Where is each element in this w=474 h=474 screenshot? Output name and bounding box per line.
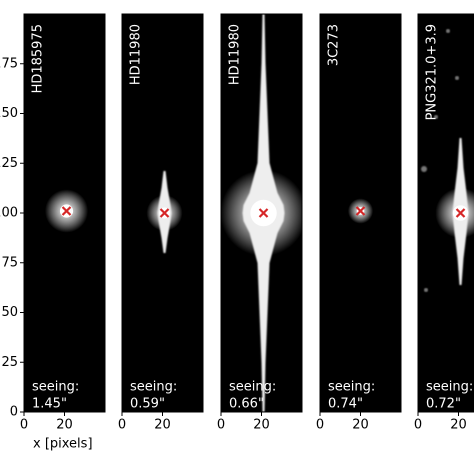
faint-source (421, 166, 427, 172)
x-tick-label: 0 (316, 418, 324, 433)
marker (355, 206, 366, 216)
y-tick-label: 75 (1, 255, 18, 270)
seeing-label: seeing: (426, 380, 473, 395)
seeing-value: 0.59" (130, 397, 165, 412)
panel-title: HD11980 (129, 24, 144, 85)
marker (455, 208, 466, 218)
panel-title: 3C273 (327, 24, 342, 66)
faint-source (446, 29, 450, 33)
x-tick-label: 20 (352, 418, 369, 433)
y-tick-label: 150 (0, 106, 18, 121)
marker (159, 208, 170, 218)
panel-title: HD11980 (228, 24, 243, 85)
panel-title: PNG321.0+3.9 (425, 24, 440, 120)
seeing-value: 1.45" (32, 397, 67, 412)
x-tick-label: 20 (450, 418, 467, 433)
panel-title: HD185975 (31, 24, 46, 93)
seeing-value: 0.72" (426, 397, 461, 412)
x-tick-label: 0 (118, 418, 126, 433)
y-tick-label: 0 (10, 405, 18, 420)
y-tick-label: 100 (0, 206, 18, 221)
faint-source (424, 288, 428, 292)
seeing-label: seeing: (229, 380, 276, 395)
x-tick-label: 0 (20, 418, 28, 433)
x-tick-label: 0 (217, 418, 225, 433)
seeing-value: 0.66" (229, 397, 264, 412)
seeing-label: seeing: (130, 380, 177, 395)
y-tick-label: 50 (1, 305, 18, 320)
faint-source (455, 76, 459, 80)
x-tick-label: 0 (414, 418, 422, 433)
y-tick-label: 25 (1, 355, 18, 370)
marker (61, 206, 72, 216)
x-tick-label: 20 (253, 418, 270, 433)
y-tick-label: 125 (0, 156, 18, 171)
seeing-value: 0.74" (328, 397, 363, 412)
seeing-label: seeing: (32, 380, 79, 395)
faint-source (434, 115, 438, 119)
marker (258, 208, 269, 218)
seeing-label: seeing: (328, 380, 375, 395)
y-tick-label: 175 (0, 56, 18, 71)
x-tick-label: 20 (154, 418, 171, 433)
x-axis-label: x [pixels] (33, 437, 93, 452)
x-tick-label: 20 (56, 418, 73, 433)
